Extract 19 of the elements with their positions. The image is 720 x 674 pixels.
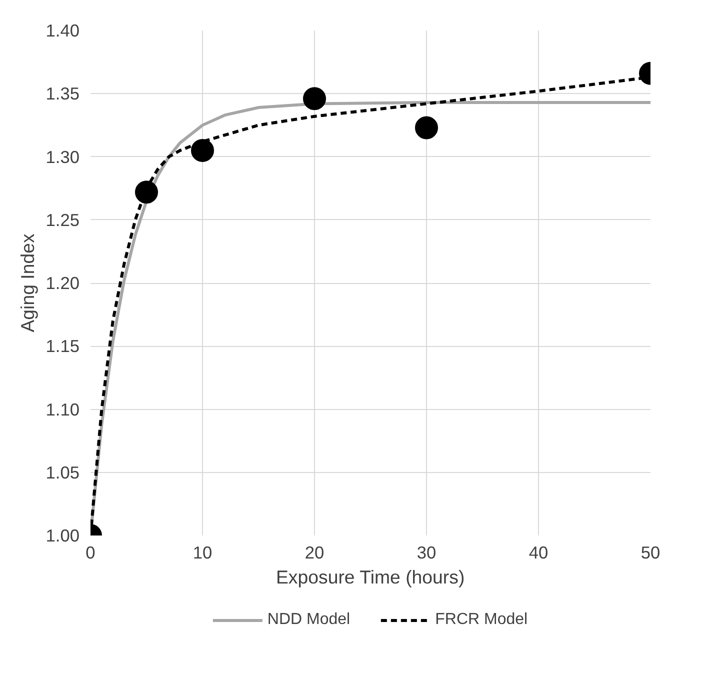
y-tick-label: 1.30 bbox=[46, 146, 80, 167]
y-tick-label: 1.10 bbox=[46, 399, 80, 420]
y-tick-label: 1.35 bbox=[46, 84, 80, 104]
legend-label: NDD Model bbox=[267, 611, 350, 629]
x-tick-label: 0 bbox=[86, 542, 96, 562]
y-tick-label: 1.00 bbox=[46, 526, 80, 546]
x-tick-label: 30 bbox=[416, 542, 436, 562]
y-tick-label: 1.05 bbox=[46, 462, 80, 482]
y-tick-label: 1.40 bbox=[46, 20, 80, 40]
y-tick-label: 1.20 bbox=[46, 273, 80, 293]
x-tick-label: 50 bbox=[640, 542, 660, 562]
y-tick-label: 1.25 bbox=[46, 210, 80, 230]
y-axis-title: Aging Index bbox=[16, 233, 38, 332]
x-axis-title: Exposure Time (hours) bbox=[276, 566, 465, 588]
legend-label: FRCR Model bbox=[435, 611, 528, 629]
x-tick-label: 40 bbox=[528, 542, 548, 562]
y-tick-label: 1.15 bbox=[46, 336, 80, 356]
x-tick-label: 20 bbox=[304, 542, 324, 562]
x-tick-label: 10 bbox=[192, 542, 212, 562]
